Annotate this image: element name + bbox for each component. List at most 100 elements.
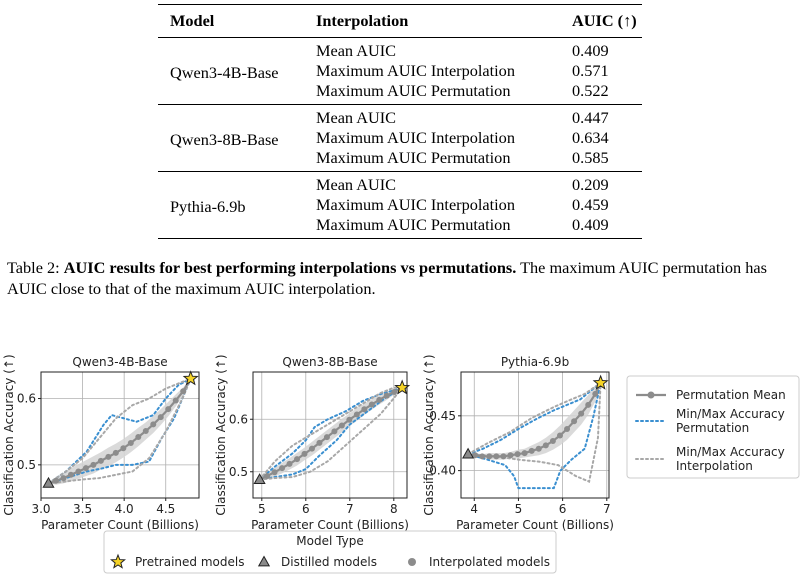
interpolated-model-point	[323, 434, 330, 441]
model-cell: Qwen3-4B-Base	[170, 62, 279, 82]
legend-label: Interpolated models	[429, 555, 550, 569]
interpolated-model-point	[180, 388, 187, 395]
interpolated-model-point	[127, 439, 134, 446]
y-tick-label: 0.6	[17, 392, 36, 406]
interpolated-model-point	[331, 428, 338, 435]
permutation-minmax-line	[47, 377, 192, 485]
interpolated-model-point	[493, 453, 500, 460]
caption-text: The maximum AUIC permutation has AUIC cl…	[7, 258, 767, 298]
interpolated-model-point	[112, 449, 119, 456]
table-header-row: Model Interpolation AUIC (↑)	[158, 4, 642, 38]
table-row: Qwen3-8B-Base Mean AUIC 0.447	[158, 104, 642, 149]
y-tick-label: 0.40	[429, 464, 456, 478]
permutation-minmax-line	[258, 386, 404, 481]
legend-mean-point	[647, 391, 655, 399]
table-row: Maximum AUIC Interpolation 0.571	[158, 61, 642, 81]
interpolated-model-point	[542, 442, 549, 449]
y-tick-label: 0.45	[429, 409, 456, 423]
table-row: Maximum AUIC Permutation 0.409	[158, 215, 642, 239]
auic-cell: 0.585	[572, 148, 609, 167]
subplot-title: Pythia-6.9b	[501, 355, 569, 369]
legend-label: Permutation Mean	[676, 388, 786, 402]
mean-confidence-band	[468, 382, 601, 460]
x-axis-label: Parameter Count (Billions)	[456, 518, 614, 532]
plot-frame	[40, 371, 200, 499]
interpolated-model-point	[105, 453, 112, 460]
y-tick-label: 0.6	[229, 412, 248, 426]
interpolation-minmax-line	[467, 381, 602, 456]
x-tick-label: 4.0	[115, 502, 134, 516]
interpolated-model-point	[479, 453, 486, 460]
x-axis-label: Parameter Count (Billions)	[251, 518, 409, 532]
legend-label: Min/Max Accuracy	[676, 445, 785, 459]
legend-label: Distilled models	[281, 555, 377, 569]
interpolated-model-point	[294, 456, 300, 463]
interpolated-model-point	[60, 475, 67, 482]
legend-triangle-icon	[257, 555, 271, 567]
x-tick-label: 5	[258, 502, 266, 516]
permutation-minmax-line	[467, 381, 602, 490]
distilled-model-marker	[253, 473, 266, 484]
table-row: Qwen3-4B-Base Mean AUIC 0.409	[158, 38, 642, 82]
y-axis-label: Classification Accuracy (↑)	[214, 354, 228, 515]
y-axis-label: Classification Accuracy (↑)	[2, 354, 16, 515]
auic-cell: 0.459	[572, 195, 609, 214]
interpolated-model-point	[585, 401, 592, 408]
interpolated-model-point	[383, 392, 390, 399]
results-table: Model Interpolation AUIC (↑) Qwen3-4B-Ba…	[158, 4, 642, 239]
interpolated-model-point	[165, 406, 172, 413]
interpolated-model-point	[571, 418, 578, 425]
interpolated-model-point	[316, 439, 323, 446]
table-row: Maximum AUIC Permutation 0.585	[158, 148, 642, 172]
interpolated-model-point	[592, 390, 599, 397]
x-tick-label: 8	[390, 502, 398, 516]
interpolated-model-point	[90, 461, 97, 468]
table-row: Pythia-6.9b Mean AUIC 0.209	[158, 171, 642, 216]
interpolation-cell: Maximum AUIC Interpolation	[316, 195, 515, 214]
legend-label: Pretrained models	[135, 555, 244, 569]
table-row: Maximum AUIC Permutation 0.522	[158, 81, 642, 105]
interpolated-model-point	[346, 416, 353, 423]
x-tick-label: 4	[470, 502, 478, 516]
auic-cell: 0.634	[572, 128, 609, 147]
auic-table: Model Interpolation AUIC (↑) Qwen3-4B-Ba…	[158, 4, 642, 239]
legend-title: Model Type	[296, 534, 363, 548]
auic-cell: 0.409	[572, 215, 609, 234]
pretrained-model-marker	[182, 370, 199, 386]
interpolation-cell: Mean AUIC	[316, 108, 397, 127]
model-type-legend: Model Type Pretrained models Distilled mod…	[103, 530, 557, 574]
interpolated-model-point	[514, 451, 521, 458]
interpolated-model-point	[353, 411, 360, 418]
table-caption: Table 2: AUIC results for best performin…	[7, 257, 802, 299]
y-tick-label: 0.5	[229, 465, 248, 479]
interpolated-model-point	[308, 445, 315, 452]
interpolation-cell: Mean AUIC	[316, 175, 397, 194]
interpolated-model-point	[368, 401, 375, 408]
auic-cell: 0.522	[572, 81, 609, 100]
interpolated-model-point	[150, 421, 157, 428]
interpolated-model-point	[75, 468, 82, 475]
interpolated-model-point	[264, 472, 271, 479]
legend-label: Permutation	[676, 421, 749, 435]
subplot-title: Qwen3-4B-Base	[72, 355, 167, 369]
interpolation-cell: Mean AUIC	[316, 41, 397, 60]
x-tick-label: 3.5	[73, 502, 92, 516]
interpolation-minmax-line	[47, 377, 192, 485]
interpolated-model-point	[500, 453, 507, 460]
interpolation-minmax-line	[47, 377, 192, 485]
interpolation-cell: Maximum AUIC Interpolation	[316, 61, 515, 80]
permutation-minmax-line	[258, 386, 404, 481]
interpolation-minmax-line	[258, 386, 404, 481]
legend-star-icon	[110, 553, 126, 569]
auic-cell: 0.209	[572, 175, 609, 194]
subplot-3: Pythia-6.9b 4 5 6 7 0.40 0.45 Parameter Count (…	[422, 354, 614, 532]
auic-cell: 0.447	[572, 108, 609, 127]
interpolated-model-point	[578, 410, 585, 417]
auic-cell: 0.409	[572, 41, 609, 60]
interpolated-model-point	[564, 425, 571, 432]
distilled-model-marker	[42, 476, 55, 488]
pretrained-model-marker	[592, 374, 609, 390]
subplot-1: Qwen3-4B-Base 3.0 3.5 4.0 4.5 0.5 0.6 Parameter…	[2, 354, 200, 532]
interpolated-model-point	[549, 438, 556, 445]
series-legend: Permutation Mean Min/Max Accuracy Permutat…	[626, 375, 800, 479]
